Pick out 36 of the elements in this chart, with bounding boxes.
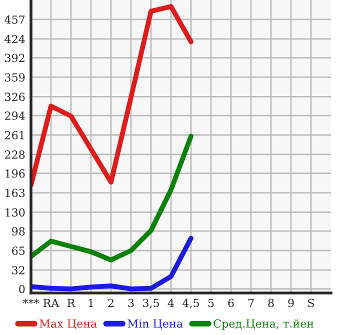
- y-tick-label: 228: [4, 150, 25, 159]
- line-series: [31, 134, 194, 262]
- legend-label: Max Цена: [40, 319, 97, 330]
- y-tick-label: 326: [5, 92, 25, 102]
- x-tick-label: 8: [268, 298, 274, 308]
- x-tick-label: 5: [208, 298, 214, 308]
- y-tick-label: 261: [4, 130, 24, 140]
- x-tick-label: 9: [288, 298, 294, 308]
- x-tick-label: 1: [88, 298, 93, 307]
- y-tick-label: 294: [4, 112, 25, 120]
- y-tick-label: 32: [12, 266, 24, 274]
- x-tick-label: ***: [22, 298, 40, 304]
- x-tick-label: R: [67, 298, 76, 307]
- y-tick-label: 392: [5, 54, 24, 62]
- x-tick-label: 2: [108, 298, 114, 307]
- x-tick-label: 4: [168, 298, 174, 307]
- x-tick-label: 6: [228, 298, 234, 308]
- x-tick-label: RA: [43, 298, 60, 307]
- x-tick-label: 3,5: [143, 298, 159, 309]
- legend-label: Min Цена: [128, 319, 183, 330]
- y-tick-label: 130: [6, 208, 25, 217]
- x-tick-label: 4,5: [182, 298, 199, 309]
- x-tick-label: 3: [128, 298, 134, 308]
- line-series: [31, 4, 194, 188]
- y-tick-label: 98: [12, 227, 25, 236]
- y-tick-label: 0: [19, 284, 25, 294]
- y-tick-label: 65: [12, 246, 25, 255]
- x-tick-label: S: [308, 298, 314, 308]
- legend-label: Сред.Цена, т.йен: [214, 319, 314, 330]
- y-tick-label: 424: [4, 34, 25, 44]
- y-tick-label: 359: [5, 73, 25, 82]
- y-tick-label: 163: [6, 188, 25, 198]
- line-series: [31, 236, 194, 292]
- x-tick-label: 7: [248, 298, 254, 307]
- y-tick-label: 457: [4, 15, 25, 24]
- y-tick-label: 196: [6, 169, 25, 178]
